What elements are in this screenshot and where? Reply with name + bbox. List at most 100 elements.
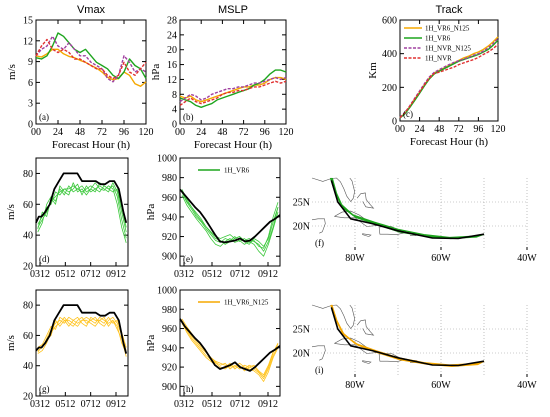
a-ytick-label: 0	[28, 120, 33, 131]
i-xtick-label: 60W	[431, 380, 451, 391]
b-panel-label: (b)	[183, 112, 194, 122]
g-ensemble-member	[37, 316, 127, 357]
panel-f-track-map: 80W 60W 40W 20N 25N (f)	[293, 177, 537, 264]
h-panel-label: (h)	[183, 384, 194, 394]
c-legend-label: 1H_VR6_N125	[425, 25, 470, 33]
a-panel-label: (a)	[39, 112, 49, 122]
d-panel-label: (d)	[39, 254, 50, 264]
c-axes-frame	[399, 19, 499, 122]
f-xtick-label: 40W	[517, 253, 537, 264]
b-series-hwrf_nvr_n125	[179, 76, 287, 103]
e-xtick-label: 0712	[230, 269, 250, 280]
c-ylabel: Km	[367, 62, 379, 79]
h-ytick-label: 960	[162, 324, 177, 335]
e-ylabel: hPa	[145, 204, 157, 221]
h-ytick-label: 940	[162, 343, 177, 354]
b-xtick-label: 00	[175, 127, 185, 138]
c-xtick-label: 00	[395, 124, 405, 135]
panel-i-track-map: 80W 60W 40W 20N 25N (i)	[293, 304, 537, 391]
e-ytick-label: 940	[162, 212, 177, 223]
b-xtick-label: 48	[217, 127, 227, 138]
d-ytick-label: 80	[23, 169, 33, 180]
d-ylabel: m/s	[5, 204, 17, 220]
g-xtick-label: 0912	[106, 399, 126, 410]
d-ensemble-member	[37, 182, 127, 230]
h-ensemble-member	[181, 323, 279, 382]
f-xtick-label: 60W	[431, 253, 451, 264]
c-xtick-label: 72	[454, 124, 464, 135]
b-ytick-label: 28	[167, 16, 177, 27]
g-ytick-label: 20	[23, 392, 33, 403]
g-ylabel: m/s	[5, 335, 17, 351]
c-xtick-label: 96	[473, 124, 483, 135]
e-panel-label: (e)	[183, 254, 193, 264]
panel-h-mslp-ensemble: 0312 0512 0712 0912 900 920 940 960 980 1000 hPa (h…	[145, 286, 281, 410]
d-axes-frame	[35, 157, 129, 267]
h-ytick-label: 1000	[157, 286, 177, 297]
f-coastline	[311, 177, 355, 202]
f-coastline	[311, 218, 326, 234]
g-ytick-label: 80	[23, 301, 33, 312]
h-ensemble-member	[181, 318, 279, 380]
i-ytick-label: 20N	[293, 349, 310, 360]
f-coastline	[362, 233, 372, 237]
c-xlabel: Forecast Hour (h)	[410, 136, 489, 148]
h-ensemble-member	[181, 322, 279, 376]
a-xtick-label: 120	[139, 127, 154, 138]
h-ylabel: hPa	[145, 335, 157, 352]
a-ylabel: m/s	[6, 64, 18, 80]
b-series-hwrf_vr6_n125	[179, 76, 287, 103]
f-coastline	[356, 192, 375, 209]
b-xtick-label: 96	[260, 127, 270, 138]
c-xtick-label: 24	[415, 124, 425, 135]
g-obs-line	[35, 304, 128, 354]
e-ensemble-member	[181, 189, 279, 252]
a-axes-frame	[35, 19, 147, 125]
a-ytick-label: 3	[28, 99, 33, 110]
b-ylabel: hPa	[150, 64, 162, 81]
a-ytick-label: 9	[28, 57, 33, 68]
h-legend-label: 1H_VR6_N125	[224, 299, 269, 307]
b-series-hwrf_nvr	[179, 80, 287, 106]
panel-e-mslp-ensemble: 0312 0512 0712 0912 900 920 940 960 980 1000 hPa (e…	[145, 154, 281, 280]
a-xtick-label: 72	[97, 127, 107, 138]
e-ytick-label: 900	[162, 252, 177, 263]
b-ytick-label: 0	[172, 120, 177, 131]
d-ensemble-member	[37, 185, 127, 239]
g-xtick-label: 0312	[30, 399, 50, 410]
i-coastline	[356, 319, 375, 336]
e-obs-line	[179, 188, 281, 244]
h-ensemble-member	[181, 320, 279, 378]
g-ytick-label: 40	[23, 361, 33, 372]
g-xtick-label: 0712	[81, 399, 101, 410]
b-ytick-label: 16	[167, 60, 177, 71]
i-coastline	[334, 337, 378, 354]
a-ytick-label: 6	[28, 78, 33, 89]
f-obs-track	[330, 180, 485, 240]
h-axes-frame	[179, 289, 281, 397]
panel-a-vmax: Vmax 00 24 48 72 96 120 0 3 6 9 12 15 m/s Forecast Hou…	[6, 4, 154, 151]
i-coastline	[362, 360, 372, 364]
e-ytick-label: 1000	[157, 154, 177, 165]
c-legend-label: 1H_NVR	[425, 55, 452, 63]
g-panel-label: (g)	[39, 384, 50, 394]
h-ytick-label: 980	[162, 305, 177, 316]
i-obs-track	[330, 307, 485, 367]
b-axes-frame	[179, 19, 287, 125]
e-ytick-label: 960	[162, 193, 177, 204]
b-ytick-label: 4	[172, 105, 177, 116]
e-ytick-label: 980	[162, 173, 177, 184]
e-ytick-label: 920	[162, 232, 177, 243]
a-title: Vmax	[77, 4, 106, 16]
f-ytick-label: 20N	[293, 222, 310, 233]
b-xtick-label: 72	[239, 127, 249, 138]
d-xtick-label: 0512	[55, 269, 75, 280]
panel-d-vmax-ensemble: 0312 0512 0712 0912 20 40 60 80 m/s (d)	[5, 157, 129, 280]
c-ytick-label: 600	[382, 16, 397, 27]
c-panel-label: (c)	[403, 109, 413, 119]
c-xtick-label: 120	[491, 124, 506, 135]
e-xtick-label: 0512	[202, 269, 222, 280]
d-xtick-label: 0712	[81, 269, 101, 280]
b-title: MSLP	[218, 4, 248, 16]
e-xtick-label: 0912	[258, 269, 278, 280]
